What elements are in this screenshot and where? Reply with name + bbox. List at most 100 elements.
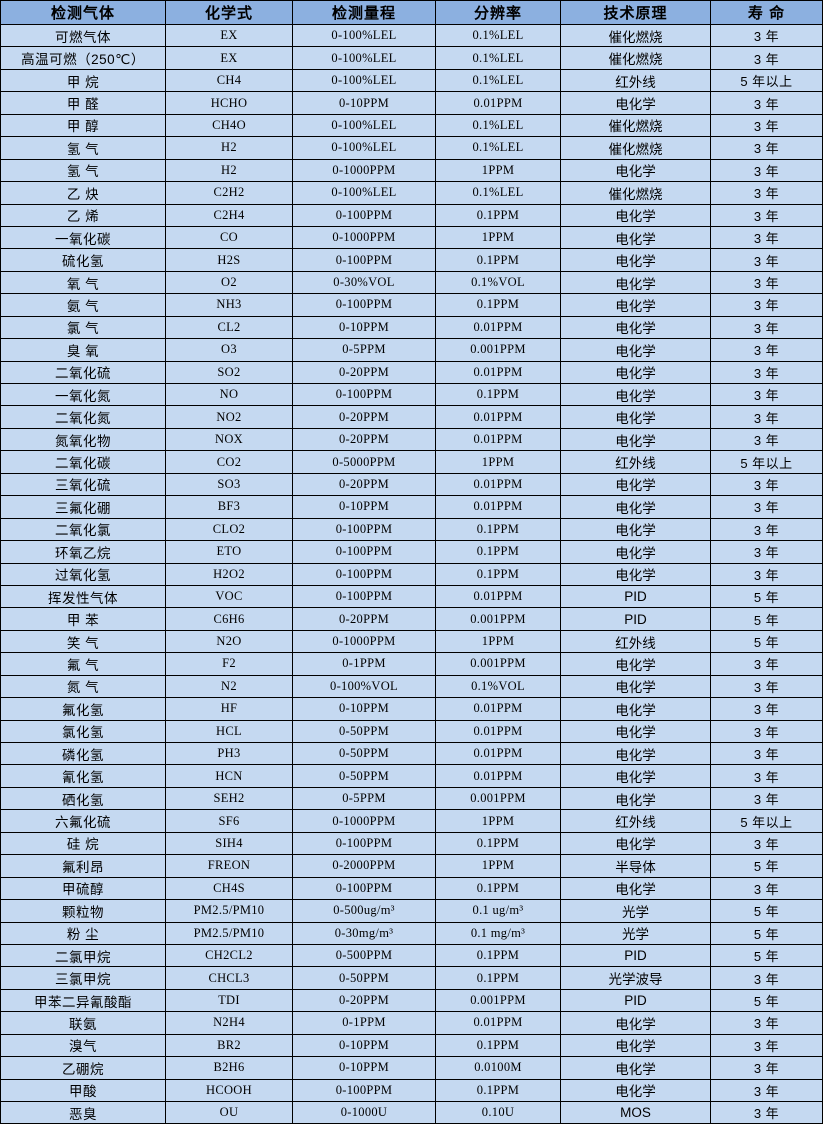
cell-technology: 电化学 xyxy=(560,495,711,519)
cell-lifespan: 3 年 xyxy=(710,248,823,272)
cell-technology: 电化学 xyxy=(560,382,711,407)
cell-gas: 氮 气 xyxy=(0,674,166,699)
table-row: 氨 气 NH3 0-100PPM 0.1PPM 电化学 3 年 xyxy=(0,293,823,317)
cell-resolution: 0.1 ug/m³ xyxy=(435,899,561,923)
cell-lifespan: 3 年 xyxy=(710,540,823,564)
cell-lifespan: 5 年 xyxy=(710,899,823,923)
cell-resolution: 0.1PPM xyxy=(435,966,561,990)
cell-formula: H2 xyxy=(165,158,293,183)
cell-range: 0-100PPM xyxy=(292,831,436,856)
cell-gas: 三氟化硼 xyxy=(0,495,166,519)
column-header-formula: 化学式 xyxy=(165,0,293,25)
cell-gas: 甲 醛 xyxy=(0,91,166,115)
cell-technology: 催化燃烧 xyxy=(560,113,711,138)
cell-formula: SO3 xyxy=(165,472,293,497)
cell-gas: 甲 醇 xyxy=(0,113,166,138)
table-row: 氯化氢 HCL 0-50PPM 0.01PPM 电化学 3 年 xyxy=(0,719,823,744)
cell-resolution: 1PPM xyxy=(435,854,561,878)
cell-formula: SIH4 xyxy=(165,831,293,856)
cell-resolution: 0.1PPM xyxy=(435,203,561,227)
cell-technology: 电化学 xyxy=(560,472,711,497)
cell-lifespan: 3 年 xyxy=(710,315,823,340)
cell-range: 0-5PPM xyxy=(292,338,436,362)
cell-technology: 催化燃烧 xyxy=(560,136,711,160)
table-row: 甲 醛 HCHO 0-10PPM 0.01PPM 电化学 3 年 xyxy=(0,91,823,115)
cell-lifespan: 5 年 xyxy=(710,629,823,654)
cell-lifespan: 3 年 xyxy=(710,786,823,811)
cell-range: 0-1000PPM xyxy=(292,629,436,654)
cell-range: 0-100%VOL xyxy=(292,674,436,699)
cell-resolution: 0.1PPM xyxy=(435,943,561,968)
cell-technology: 红外线 xyxy=(560,809,711,833)
cell-formula: H2O2 xyxy=(165,562,293,586)
cell-gas: 二氯甲烷 xyxy=(0,943,166,968)
cell-technology: MOS xyxy=(560,1100,711,1124)
cell-formula: NOX xyxy=(165,427,293,452)
cell-resolution: 0.01PPM xyxy=(435,91,561,115)
table-row: 可燃气体 EX 0-100%LEL 0.1%LEL 催化燃烧 3 年 xyxy=(0,23,823,48)
cell-formula: CH4O xyxy=(165,113,293,138)
cell-formula: HCL xyxy=(165,719,293,744)
cell-resolution: 0.1PPM xyxy=(435,248,561,272)
cell-lifespan: 3 年 xyxy=(710,113,823,138)
cell-range: 0-50PPM xyxy=(292,719,436,744)
cell-formula: FREON xyxy=(165,854,293,878)
cell-resolution: 0.001PPM xyxy=(435,988,561,1013)
cell-range: 0-100%LEL xyxy=(292,46,436,70)
cell-gas: 三氯甲烷 xyxy=(0,966,166,990)
cell-lifespan: 3 年 xyxy=(710,225,823,250)
cell-formula: ETO xyxy=(165,540,293,564)
cell-range: 0-20PPM xyxy=(292,360,436,385)
table-row: 二氧化氯 CLO2 0-100PPM 0.1PPM 电化学 3 年 xyxy=(0,517,823,542)
cell-technology: 电化学 xyxy=(560,517,711,542)
cell-resolution: 0.001PPM xyxy=(435,786,561,811)
cell-gas: 过氧化氢 xyxy=(0,562,166,586)
cell-lifespan: 3 年 xyxy=(710,382,823,407)
cell-lifespan: 3 年 xyxy=(710,1033,823,1058)
column-header-lifespan: 寿 命 xyxy=(710,0,823,25)
cell-technology: 电化学 xyxy=(560,225,711,250)
cell-resolution: 0.001PPM xyxy=(435,338,561,362)
cell-resolution: 0.01PPM xyxy=(435,741,561,766)
cell-formula: N2O xyxy=(165,629,293,654)
cell-lifespan: 5 年 xyxy=(710,988,823,1013)
cell-resolution: 0.1PPM xyxy=(435,876,561,901)
cell-lifespan: 3 年 xyxy=(710,1100,823,1124)
cell-resolution: 0.1%LEL xyxy=(435,68,561,93)
cell-formula: F2 xyxy=(165,652,293,676)
cell-resolution: 0.01PPM xyxy=(435,495,561,519)
cell-formula: H2 xyxy=(165,136,293,160)
cell-technology: 催化燃烧 xyxy=(560,181,711,205)
cell-gas: 磷化氢 xyxy=(0,741,166,766)
cell-technology: 电化学 xyxy=(560,1033,711,1058)
cell-range: 0-50PPM xyxy=(292,741,436,766)
cell-resolution: 0.01PPM xyxy=(435,427,561,452)
cell-technology: PID xyxy=(560,584,711,609)
table-row: 二氧化氮 NO2 0-20PPM 0.01PPM 电化学 3 年 xyxy=(0,405,823,429)
cell-gas: 氟化氢 xyxy=(0,697,166,721)
column-header-range: 检测量程 xyxy=(292,0,436,25)
table-row: 氟化氢 HF 0-10PPM 0.01PPM 电化学 3 年 xyxy=(0,697,823,721)
table-row: 二氯甲烷 CH2CL2 0-500PPM 0.1PPM PID 5 年 xyxy=(0,943,823,968)
cell-gas: 三氧化硫 xyxy=(0,472,166,497)
table-row: 一氧化碳 CO 0-1000PPM 1PPM 电化学 3 年 xyxy=(0,225,823,250)
cell-resolution: 1PPM xyxy=(435,158,561,183)
cell-gas: 一氧化氮 xyxy=(0,382,166,407)
cell-resolution: 0.01PPM xyxy=(435,315,561,340)
table-row: 一氧化氮 NO 0-100PPM 0.1PPM 电化学 3 年 xyxy=(0,382,823,407)
cell-resolution: 0.1PPM xyxy=(435,540,561,564)
table-row: 氢 气 H2 0-1000PPM 1PPM 电化学 3 年 xyxy=(0,158,823,183)
table-row: 过氧化氢 H2O2 0-100PPM 0.1PPM 电化学 3 年 xyxy=(0,562,823,586)
cell-formula: TDI xyxy=(165,988,293,1013)
cell-resolution: 0.01PPM xyxy=(435,1011,561,1035)
cell-lifespan: 3 年 xyxy=(710,719,823,744)
cell-range: 0-100PPM xyxy=(292,293,436,317)
cell-technology: 电化学 xyxy=(560,786,711,811)
cell-gas: 颗粒物 xyxy=(0,899,166,923)
cell-lifespan: 3 年 xyxy=(710,764,823,788)
cell-gas: 氟 气 xyxy=(0,652,166,676)
table-row: 环氧乙烷 ETO 0-100PPM 0.1PPM 电化学 3 年 xyxy=(0,540,823,564)
table-body: 可燃气体 EX 0-100%LEL 0.1%LEL 催化燃烧 3 年高温可燃（250℃） E… xyxy=(0,23,823,1124)
cell-lifespan: 3 年 xyxy=(710,23,823,48)
cell-formula: CHCL3 xyxy=(165,966,293,990)
